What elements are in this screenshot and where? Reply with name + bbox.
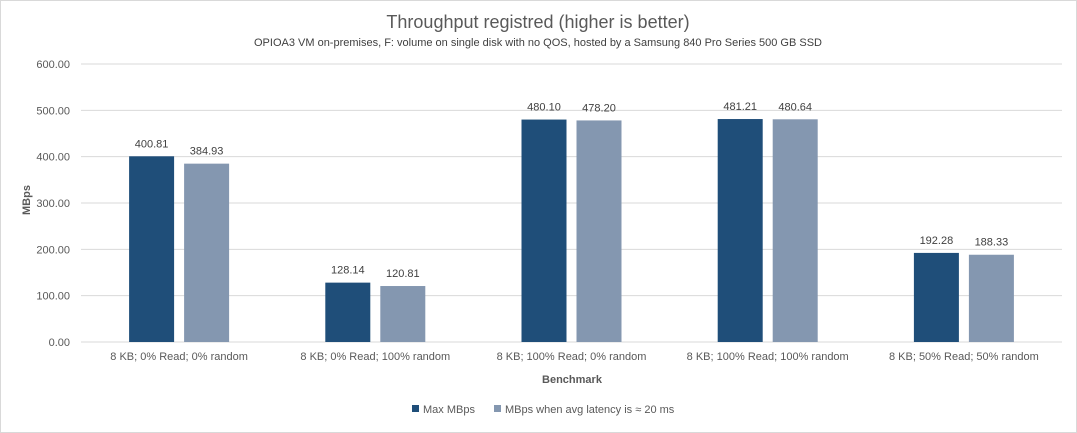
y-tick-label: 500.00 [36, 105, 70, 117]
x-tick-label: 8 KB; 0% Read; 0% random [110, 351, 248, 363]
legend-label: Max MBps [423, 404, 475, 416]
x-axis-ticks: 8 KB; 0% Read; 0% random 8 KB; 0% Read; 1… [110, 351, 1038, 363]
chart-subtitle: OPIOA3 VM on-premises, F: volume on sing… [254, 37, 822, 49]
data-label: 481.21 [723, 101, 757, 113]
bar [184, 163, 230, 342]
bar [968, 254, 1014, 342]
x-tick-label: 8 KB; 100% Read; 100% random [687, 351, 849, 363]
y-tick-label: 600.00 [36, 59, 70, 71]
bar [772, 119, 818, 342]
legend-swatch [412, 405, 419, 412]
legend-swatch [494, 405, 501, 412]
data-label: 400.81 [135, 138, 169, 150]
bar [129, 156, 175, 342]
data-label: 480.10 [527, 102, 561, 114]
bar [913, 252, 959, 342]
data-label: 188.33 [975, 237, 1009, 249]
legend: Max MBps MBps when avg latency is ≈ 20 ms [412, 404, 675, 416]
data-label: 128.14 [331, 265, 365, 277]
chart-title: Throughput registred (higher is better) [386, 12, 689, 32]
x-axis-title: Benchmark [542, 374, 603, 386]
y-tick-label: 100.00 [36, 291, 70, 303]
x-tick-label: 8 KB; 50% Read; 50% random [889, 351, 1039, 363]
bars [129, 119, 1014, 343]
y-axis-title: MBps [21, 185, 33, 215]
legend-label: MBps when avg latency is ≈ 20 ms [505, 404, 675, 416]
y-tick-label: 0.00 [49, 337, 70, 349]
gridlines [81, 63, 1062, 343]
bar [325, 282, 371, 342]
data-label: 478.20 [582, 102, 616, 114]
y-tick-label: 200.00 [36, 244, 70, 256]
x-tick-label: 8 KB; 0% Read; 100% random [300, 351, 450, 363]
data-label: 384.93 [190, 146, 224, 158]
data-labels: 400.81 384.93 128.14 120.81 480.10 478.20 481.… [135, 101, 1008, 280]
data-label: 192.28 [920, 235, 954, 247]
y-tick-label: 400.00 [36, 152, 70, 164]
bar [380, 286, 426, 342]
data-label: 480.64 [778, 101, 812, 113]
y-axis-ticks: 0.00 100.00 200.00 300.00 400.00 500.00 600.00 [36, 59, 70, 349]
bar [717, 119, 763, 342]
data-label: 120.81 [386, 268, 420, 280]
bar [521, 119, 567, 342]
y-tick-label: 300.00 [36, 198, 70, 210]
x-tick-label: 8 KB; 100% Read; 0% random [497, 351, 647, 363]
bar [576, 120, 622, 343]
